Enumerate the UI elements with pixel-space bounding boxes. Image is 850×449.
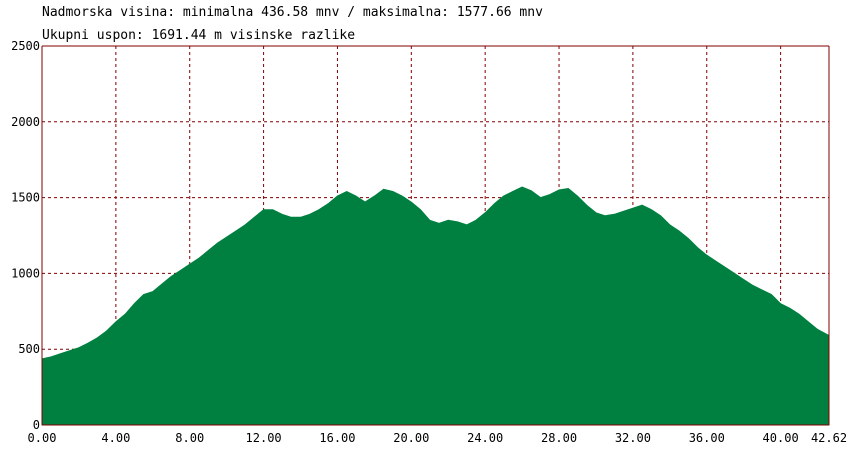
y-tick-label: 1500 [11,191,40,205]
x-tick-labels: 0.00 4.00 8.00 12.00 16.00 20.00 24.00 28.00 32.… [28,431,848,445]
x-tick-label: 40.00 [763,431,799,445]
y-tick-label: 2500 [11,39,40,53]
y-tick-labels: 0 500 1000 1500 2000 2500 [11,39,40,432]
x-tick-label: 20.00 [393,431,429,445]
x-tick-label: 0.00 [28,431,57,445]
x-tick-label: 8.00 [175,431,204,445]
x-tick-label: 42.62 [811,431,847,445]
x-tick-label: 24.00 [467,431,503,445]
elevation-area [41,186,830,426]
x-tick-label: 12.00 [246,431,282,445]
x-tick-label: 16.00 [319,431,355,445]
area-layer [41,186,830,426]
y-tick-label: 2000 [11,115,40,129]
y-tick-label: 1000 [11,266,40,280]
x-tick-label: 28.00 [541,431,577,445]
axes [41,45,830,426]
y-tick-label: 0 [33,418,40,432]
x-tick-label: 4.00 [101,431,130,445]
ascent-summary-text: Ukupni uspon: 1691.44 m visinske razlike [42,28,356,43]
x-tick-label: 32.00 [615,431,651,445]
y-tick-label: 500 [18,342,40,356]
elevation-summary-text: Nadmorska visina: minimalna 436.58 mnv /… [42,5,543,20]
x-tick-label: 36.00 [689,431,725,445]
